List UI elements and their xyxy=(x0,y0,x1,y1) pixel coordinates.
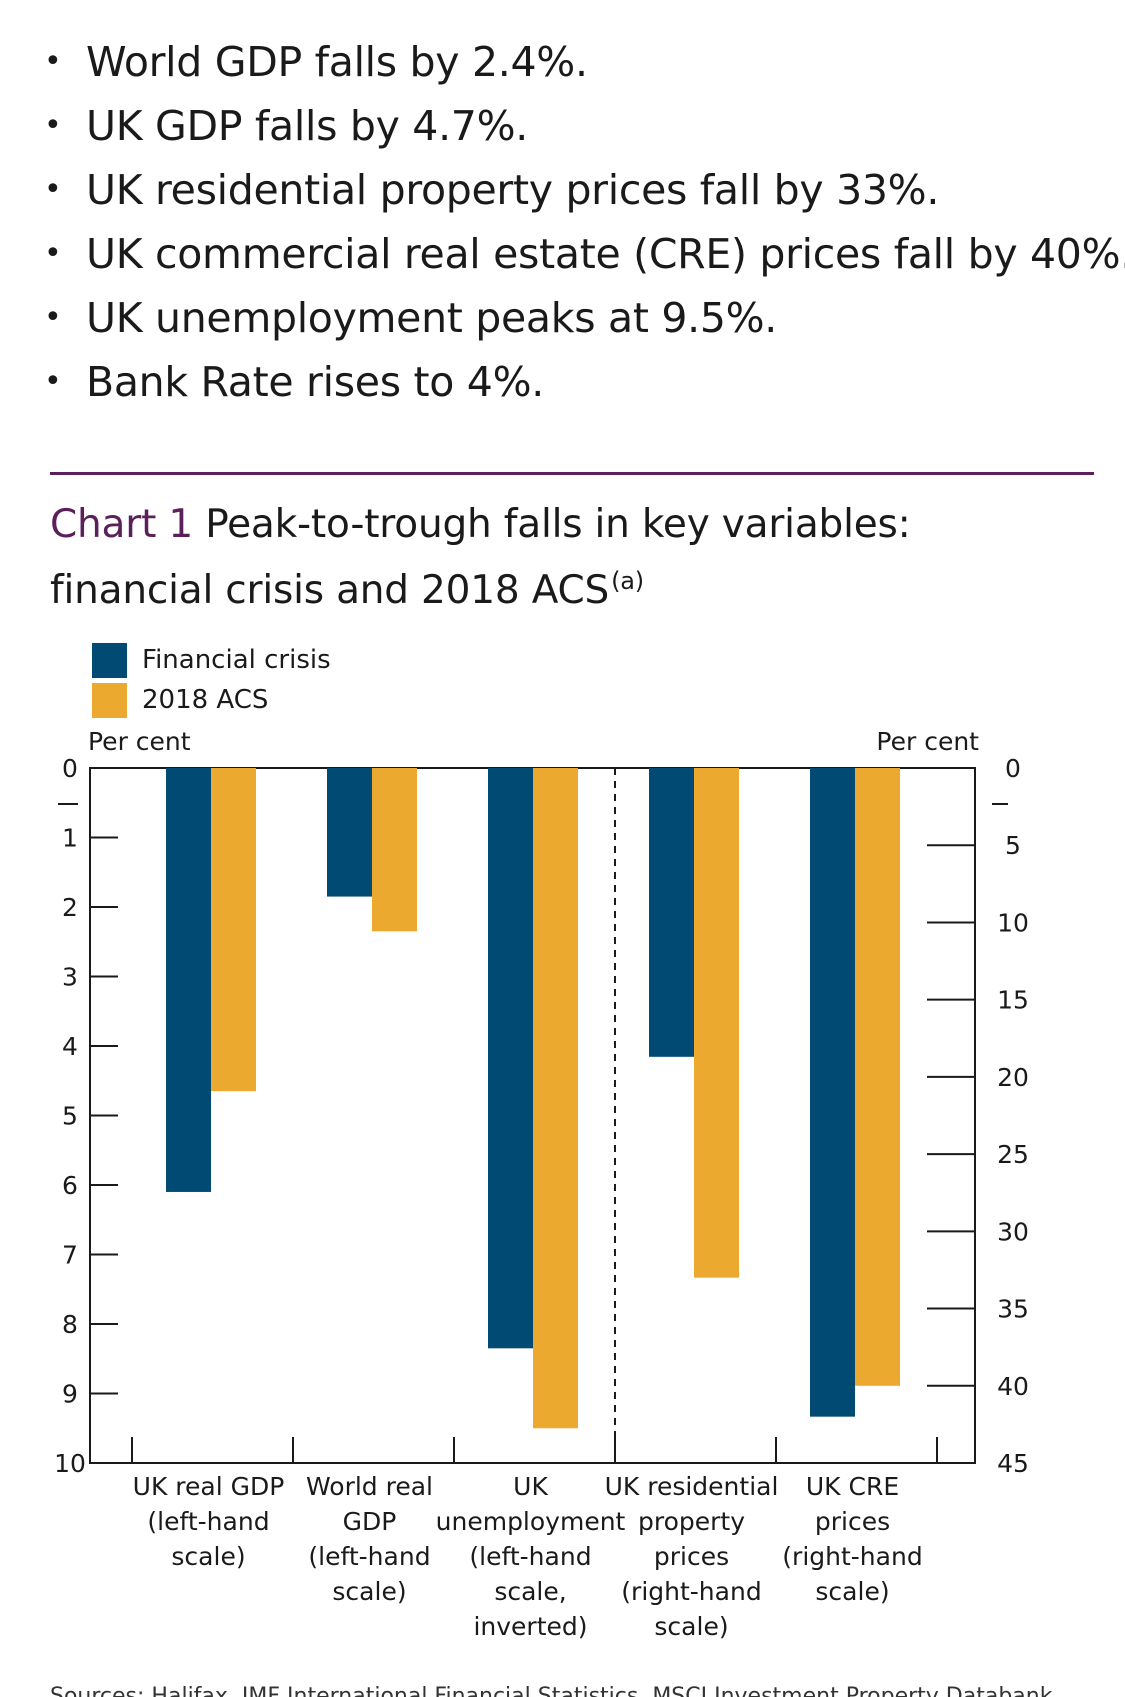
bar-2018-acs-2 xyxy=(533,768,578,1429)
right-axis-tick-label: 5 xyxy=(1005,831,1021,860)
bar-2018-acs-0 xyxy=(211,768,256,1092)
bar-financial-crisis-2 xyxy=(488,768,533,1349)
right-axis-tick-label: 40 xyxy=(997,1372,1029,1401)
legend-label-2018-acs: 2018 ACS xyxy=(142,685,269,715)
bullet-uk-gdp: UK GDP falls by 4.7%. xyxy=(44,94,1125,158)
scenario-bullet-list: World GDP falls by 2.4%. UK GDP falls by… xyxy=(44,30,1125,414)
left-axis-tick-label: 6 xyxy=(62,1171,78,1200)
left-axis-tick-label: 3 xyxy=(62,963,78,992)
left-axis-tick-label: 9 xyxy=(62,1380,78,1409)
category-label-line: UK real GDP xyxy=(133,1472,285,1501)
left-axis-title: Per cent xyxy=(88,727,191,756)
category-label-line: prices xyxy=(654,1542,729,1571)
legend-item-2018-acs: 2018 ACS xyxy=(92,680,331,720)
left-axis-tick-label: 0 xyxy=(62,754,78,783)
left-axis-tick-label: 1 xyxy=(62,824,78,853)
chart-heading: Chart 1 Peak-to-trough falls in key vari… xyxy=(50,497,1080,619)
chart-title-text: Peak-to-trough falls in key variables: f… xyxy=(50,502,911,613)
category-label-line: scale) xyxy=(171,1542,245,1571)
category-label-line: (left-hand xyxy=(469,1542,591,1571)
category-label-line: GDP xyxy=(343,1507,397,1536)
right-axis-tick-label: 10 xyxy=(997,908,1029,937)
left-axis-tick-label: 7 xyxy=(62,1241,78,1270)
right-axis-title: Per cent xyxy=(876,727,979,756)
bar-chart: Per cent Per cent012345678910051015202530… xyxy=(54,727,1029,1641)
bar-financial-crisis-0 xyxy=(166,768,211,1192)
bar-2018-acs-1 xyxy=(372,768,417,932)
right-axis-tick-label: 35 xyxy=(997,1295,1029,1324)
bullet-cre-prices: UK commercial real estate (CRE) prices f… xyxy=(44,222,1125,286)
chart-legend: Financial crisis 2018 ACS xyxy=(92,640,331,720)
category-label-line: scale) xyxy=(815,1577,889,1606)
bar-financial-crisis-4 xyxy=(810,768,855,1417)
category-label-line: UK xyxy=(513,1472,548,1501)
category-label-line: scale, xyxy=(494,1577,566,1606)
category-label-line: unemployment xyxy=(436,1507,626,1536)
right-axis-tick-label: 30 xyxy=(997,1217,1029,1246)
bullet-residential-prices: UK residential property prices fall by 3… xyxy=(44,158,1125,222)
bar-financial-crisis-3 xyxy=(649,768,694,1057)
right-axis-tick-label: 15 xyxy=(997,986,1029,1015)
category-label-line: (right-hand xyxy=(621,1577,761,1606)
section-divider xyxy=(50,472,1094,475)
sources-footnote: Sources: Halifax, IMF International Fina… xyxy=(50,1686,1100,1697)
category-label-line: inverted) xyxy=(473,1612,587,1641)
bullet-world-gdp: World GDP falls by 2.4%. xyxy=(44,30,1125,94)
category-label-line: scale) xyxy=(332,1577,406,1606)
category-label-line: UK residential xyxy=(605,1472,779,1501)
left-axis-tick-label: 4 xyxy=(62,1032,78,1061)
bullet-unemployment: UK unemployment peaks at 9.5%. xyxy=(44,286,1125,350)
bar-2018-acs-3 xyxy=(694,768,739,1278)
right-axis-tick-label: 20 xyxy=(997,1063,1029,1092)
bullet-bank-rate: Bank Rate rises to 4%. xyxy=(44,350,1125,414)
left-axis-tick-label: 10 xyxy=(54,1449,86,1478)
bar-2018-acs-4 xyxy=(855,768,900,1386)
legend-swatch-2018-acs xyxy=(92,682,127,718)
bar-financial-crisis-1 xyxy=(327,768,372,897)
right-axis-tick-label: 25 xyxy=(997,1140,1029,1169)
legend-label-financial-crisis: Financial crisis xyxy=(142,645,331,675)
category-label-line: (right-hand xyxy=(782,1542,922,1571)
legend-swatch-financial-crisis xyxy=(92,642,127,678)
chart-number: Chart 1 xyxy=(50,502,193,547)
left-axis-tick-label: 2 xyxy=(62,893,78,922)
category-label-line: (left-hand xyxy=(308,1542,430,1571)
category-label-line: prices xyxy=(815,1507,890,1536)
right-axis-tick-label: 0 xyxy=(1005,754,1021,783)
right-axis-tick-label: 45 xyxy=(997,1449,1029,1478)
category-label-line: (left-hand xyxy=(147,1507,269,1536)
category-label-line: World real xyxy=(306,1472,433,1501)
category-label-line: UK CRE xyxy=(806,1472,899,1501)
chart-title-footnote-ref: (a) xyxy=(611,567,644,595)
category-label-line: scale) xyxy=(654,1612,728,1641)
left-axis-tick-label: 8 xyxy=(62,1310,78,1339)
left-axis-tick-label: 5 xyxy=(62,1102,78,1131)
category-label-line: property xyxy=(638,1507,745,1536)
legend-item-financial-crisis: Financial crisis xyxy=(92,640,331,680)
